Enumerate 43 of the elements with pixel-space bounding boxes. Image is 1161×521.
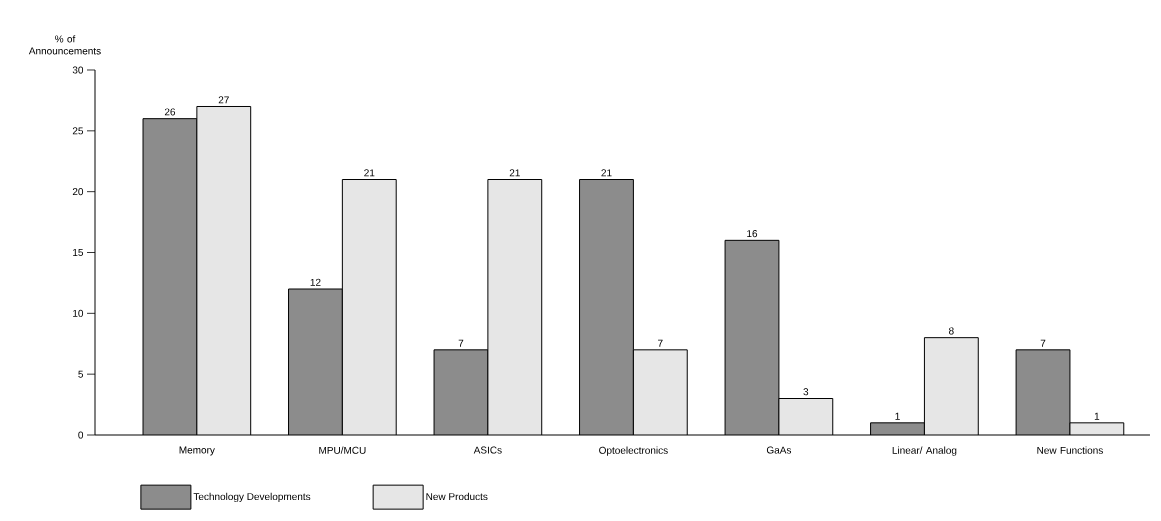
data-label: 12 — [310, 278, 321, 286]
bar — [633, 349, 688, 435]
legend-label: New Products — [426, 492, 488, 501]
data-label: 1 — [895, 412, 900, 420]
bar — [342, 179, 397, 435]
bar — [579, 179, 634, 435]
y-axis-title: % of Announcements — [28, 35, 101, 55]
y-tick-label: 30 — [72, 66, 84, 74]
y-tick-label: 25 — [72, 127, 84, 135]
legend-label: Technology Developments — [193, 492, 311, 503]
bar — [487, 179, 542, 435]
bar — [196, 106, 251, 435]
x-tick-label: ASICs — [473, 446, 502, 454]
data-label: 26 — [164, 108, 176, 116]
x-tick-label: New Functions — [1037, 446, 1103, 454]
bar — [1015, 349, 1071, 435]
data-label: 16 — [747, 230, 758, 238]
data-label: 7 — [458, 339, 464, 347]
bar — [778, 398, 833, 435]
x-tick-label: MPU/MCU — [319, 446, 366, 454]
data-label: 21 — [509, 169, 520, 177]
data-label: 3 — [803, 388, 809, 396]
data-label: 21 — [364, 169, 375, 177]
bar — [725, 240, 779, 435]
data-label: 27 — [218, 96, 229, 104]
x-tick-label: Memory — [179, 446, 215, 456]
bar — [434, 349, 488, 435]
bar — [924, 337, 979, 435]
data-label: 7 — [1040, 339, 1046, 347]
x-tick-label: GaAs — [766, 446, 792, 454]
bar — [288, 289, 343, 435]
data-label: 8 — [949, 327, 954, 335]
bar — [143, 118, 197, 435]
x-tick-label: Linear/ Analog — [892, 446, 957, 456]
data-label: 21 — [601, 169, 612, 177]
x-tick-label: Optoelectronics — [599, 446, 668, 456]
y-tick-label: 20 — [72, 188, 84, 196]
y-tick-label: 5 — [78, 370, 84, 378]
y-tick-label: 0 — [78, 431, 84, 439]
y-tick-label: 15 — [73, 249, 84, 256]
y-tick-label: 10 — [73, 309, 84, 317]
data-label: 1 — [1094, 412, 1100, 420]
data-label: 7 — [658, 339, 663, 347]
